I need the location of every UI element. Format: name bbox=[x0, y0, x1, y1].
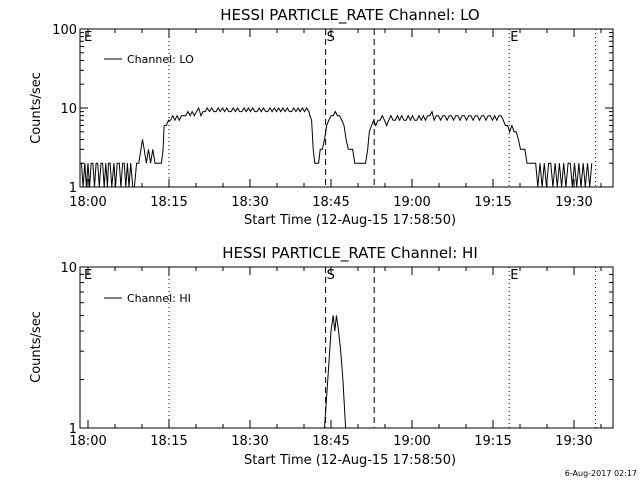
chart-hi: HESSI PARTICLE_RATE Channel: HI Counts/s… bbox=[29, 244, 614, 468]
xtick-label: 19:00 bbox=[393, 195, 430, 210]
event-marker-label: E bbox=[84, 30, 92, 45]
chart-hi-series-line bbox=[313, 315, 365, 429]
event-marker-label: E bbox=[84, 268, 92, 283]
chart-hi-ylabel: Counts/sec bbox=[29, 311, 44, 383]
chart-lo-xlabel: Start Time (12-Aug-15 17:58:50) bbox=[244, 213, 456, 228]
event-marker-label: E bbox=[510, 268, 518, 283]
ytick-label: 100 bbox=[52, 23, 77, 38]
chart-lo-series-line bbox=[81, 106, 593, 188]
chart-hi-legend-label: Channel: HI bbox=[127, 292, 191, 305]
xtick-label: 18:15 bbox=[150, 195, 187, 210]
chart-hi-title: HESSI PARTICLE_RATE Channel: HI bbox=[222, 244, 478, 263]
xtick-label: 18:30 bbox=[231, 434, 268, 449]
chart-lo-title: HESSI PARTICLE_RATE Channel: LO bbox=[220, 6, 479, 25]
chart-lo-legend: Channel: LO bbox=[104, 53, 194, 66]
xtick-label: 19:15 bbox=[474, 434, 511, 449]
xtick-label: 19:30 bbox=[555, 434, 592, 449]
ytick-label: 1 bbox=[69, 181, 77, 196]
ytick-label: 10 bbox=[60, 261, 77, 276]
event-marker-label: E bbox=[510, 30, 518, 45]
xtick-label: 19:15 bbox=[474, 195, 511, 210]
ytick-label: 10 bbox=[60, 102, 77, 117]
chart-hi-yaxis: 1 10 bbox=[60, 261, 613, 437]
xtick-label: 19:30 bbox=[555, 195, 592, 210]
chart-lo-yaxis: 1 10 100 bbox=[52, 23, 613, 196]
chart-lo-xaxis: 18:00 18:15 18:30 18:45 19:00 19:15 19:30 bbox=[69, 29, 602, 210]
xtick-label: 19:00 bbox=[393, 434, 430, 449]
chart-lo: HESSI PARTICLE_RATE Channel: LO Counts/s… bbox=[29, 6, 614, 228]
chart-lo-ylabel: Counts/sec bbox=[29, 72, 44, 144]
footer-timestamp: 6-Aug-2017 02:17 bbox=[565, 469, 637, 478]
xtick-label: 18:30 bbox=[231, 195, 268, 210]
xtick-label: 18:45 bbox=[312, 434, 349, 449]
xtick-label: 18:15 bbox=[150, 434, 187, 449]
chart-hi-xlabel: Start Time (12-Aug-15 17:58:50) bbox=[244, 453, 456, 468]
ytick-label: 1 bbox=[69, 422, 77, 437]
xtick-label: 18:00 bbox=[69, 195, 106, 210]
event-marker-label: S bbox=[327, 268, 335, 283]
xtick-label: 18:00 bbox=[69, 434, 106, 449]
event-marker-label: S bbox=[327, 30, 335, 45]
xtick-label: 18:45 bbox=[312, 195, 349, 210]
chart-lo-legend-label: Channel: LO bbox=[127, 53, 194, 66]
chart-hi-xaxis: 18:00 18:15 18:30 18:45 19:00 19:15 19:30 bbox=[69, 267, 602, 449]
chart-hi-legend: Channel: HI bbox=[104, 292, 191, 305]
